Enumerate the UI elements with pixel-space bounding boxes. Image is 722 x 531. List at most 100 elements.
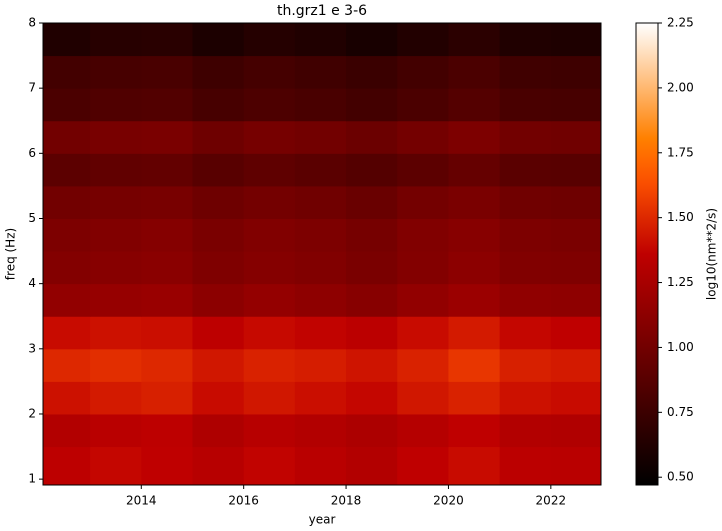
heatmap-cell: [346, 120, 398, 154]
y-tick-label: 1: [28, 472, 36, 486]
heatmap-cell: [141, 348, 193, 382]
colorbar-tick-label: 1.25: [667, 275, 694, 289]
heatmap-cell: [397, 153, 449, 187]
colorbar-tick-label: 1.75: [667, 145, 694, 159]
heatmap-cell: [448, 316, 501, 350]
heatmap-cell: [448, 251, 501, 285]
heatmap-cell: [294, 446, 347, 486]
y-tick-label: 4: [28, 276, 36, 290]
colorbar: [635, 22, 659, 486]
heatmap-cell: [43, 413, 91, 448]
heatmap-cell: [192, 88, 245, 122]
heatmap-cell: [192, 185, 245, 219]
heatmap-cell: [397, 218, 449, 252]
heatmap-cell: [499, 23, 552, 57]
heatmap-cell: [192, 413, 245, 448]
heatmap-cell: [43, 348, 91, 382]
heatmap-cell: [192, 218, 245, 252]
colorbar-label: log10(nm**2/s): [705, 208, 719, 300]
heatmap-cell: [192, 283, 245, 317]
heatmap-cell: [141, 413, 193, 448]
heatmap-cell: [448, 348, 501, 382]
heatmap-cell: [448, 55, 501, 89]
heatmap-cell: [397, 446, 449, 486]
heatmap-cell: [397, 316, 449, 350]
heatmap-cell: [294, 283, 347, 317]
heatmap-cell: [294, 251, 347, 285]
heatmap-cell: [43, 153, 91, 187]
heatmap-cell: [43, 283, 91, 317]
heatmap-cell: [141, 153, 193, 187]
heatmap-cell: [243, 88, 296, 122]
heatmap-cell: [397, 55, 449, 89]
heatmap-cell: [43, 55, 91, 89]
heatmap-cell: [141, 251, 193, 285]
x-tick-label: 2014: [126, 494, 157, 508]
heatmap-cell: [243, 120, 296, 154]
heatmap-cell: [43, 185, 91, 219]
colorbar-tick-label: 1.00: [667, 340, 694, 354]
heatmap-cell: [192, 251, 245, 285]
heatmap-cell: [90, 381, 142, 415]
heatmap-cell: [192, 348, 245, 382]
heatmap-cell: [499, 88, 552, 122]
heatmap-cell: [90, 218, 142, 252]
heatmap-cell: [192, 316, 245, 350]
heatmap-cell: [243, 348, 296, 382]
heatmap-cell: [397, 251, 449, 285]
heatmap-cell: [448, 283, 501, 317]
heatmap-cell: [550, 381, 602, 415]
heatmap-cell: [346, 316, 398, 350]
colorbar-tick-label: 2.00: [667, 80, 694, 94]
heatmap-cell: [243, 283, 296, 317]
heatmap-cell: [346, 185, 398, 219]
heatmap-cell: [192, 153, 245, 187]
heatmap-cell: [397, 348, 449, 382]
heatmap-cell: [294, 153, 347, 187]
heatmap-cell: [397, 381, 449, 415]
heatmap-cell: [43, 218, 91, 252]
heatmap-cell: [448, 446, 501, 486]
heatmap-cell: [90, 316, 142, 350]
heatmap-cell: [550, 218, 602, 252]
heatmap-cell: [243, 153, 296, 187]
heatmap-cell: [90, 120, 142, 154]
heatmap-cell: [192, 381, 245, 415]
heatmap-cell: [192, 120, 245, 154]
heatmap-cell: [499, 348, 552, 382]
y-tick-label: 7: [28, 81, 36, 95]
heatmap-cell: [346, 55, 398, 89]
heatmap-cell: [550, 251, 602, 285]
heatmap-cell: [448, 88, 501, 122]
heatmap-cell: [141, 23, 193, 57]
heatmap-cell: [550, 23, 602, 57]
heatmap-cell: [448, 185, 501, 219]
heatmap-cell: [243, 251, 296, 285]
y-tick-label: 6: [28, 146, 36, 160]
y-tick-label: 3: [28, 341, 36, 355]
heatmap-cell: [43, 446, 91, 486]
heatmap-cell: [43, 120, 91, 154]
heatmap-cell: [90, 413, 142, 448]
heatmap-cell: [346, 88, 398, 122]
heatmap-cell: [550, 446, 602, 486]
heatmap-cell: [346, 153, 398, 187]
x-axis-label: year: [309, 513, 336, 527]
heatmap-cell: [499, 218, 552, 252]
heatmap-cell: [243, 23, 296, 57]
y-tick-label: 8: [28, 16, 36, 30]
heatmap-cell: [294, 120, 347, 154]
heatmap-cell: [141, 88, 193, 122]
heatmap-cell: [550, 153, 602, 187]
heatmap-cell: [499, 120, 552, 154]
heatmap-cell: [294, 218, 347, 252]
heatmap-cell: [43, 88, 91, 122]
y-axis-label: freq (Hz): [4, 228, 18, 280]
heatmap-cell: [90, 153, 142, 187]
heatmap-cell: [90, 23, 142, 57]
heatmap-cell: [90, 251, 142, 285]
heatmap-cell: [448, 381, 501, 415]
heatmap-cell: [90, 283, 142, 317]
heatmap-cell: [43, 381, 91, 415]
